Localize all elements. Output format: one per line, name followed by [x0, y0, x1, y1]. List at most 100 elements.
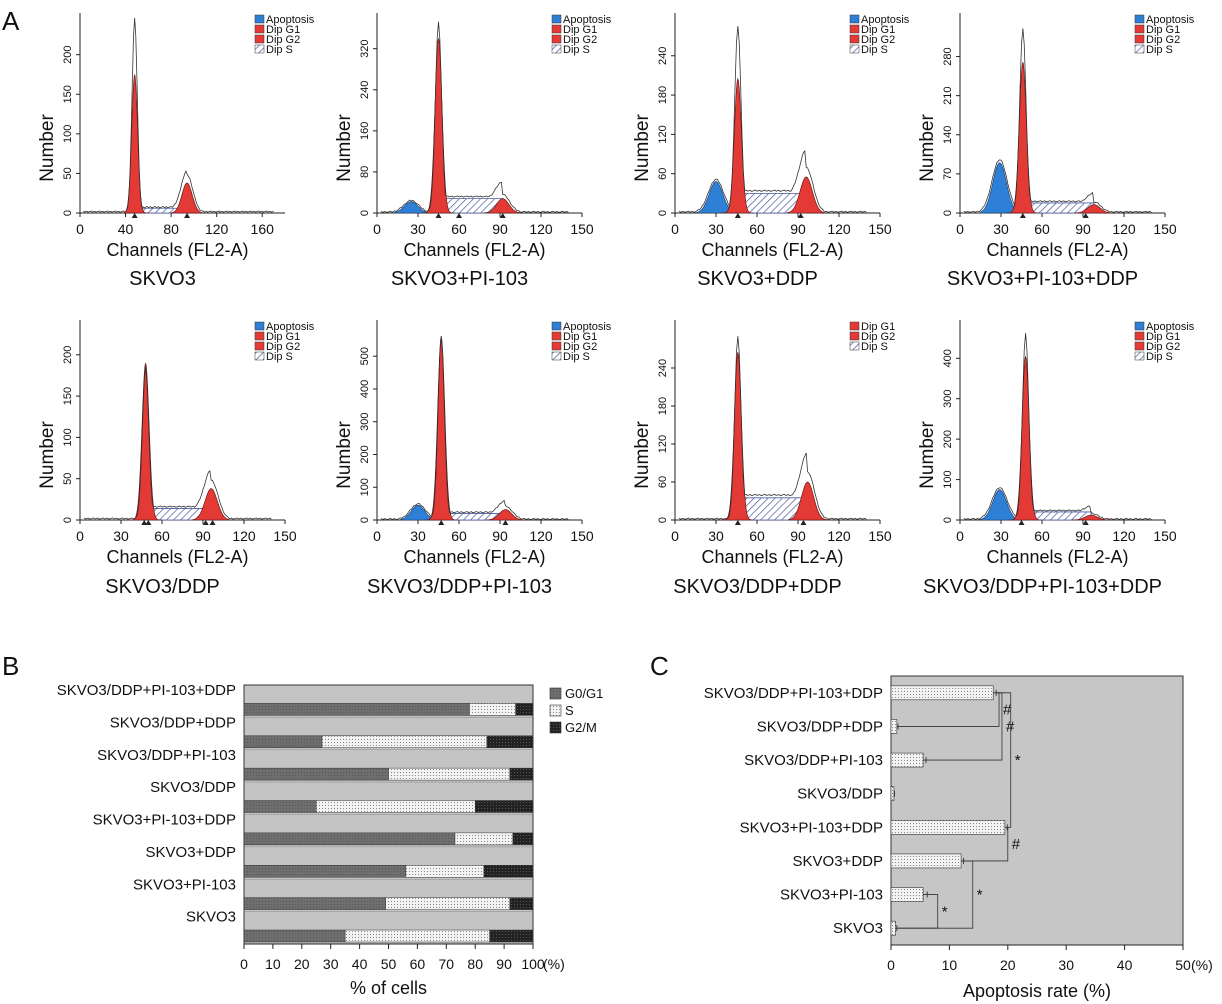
legend-label: Dip S [861, 341, 888, 353]
category-label: SKVO3/DDP+PI-103 [744, 752, 883, 769]
legend-swatch [1134, 34, 1145, 44]
y-tick-label: 100 [62, 428, 74, 446]
y-tick-label: 100 [62, 125, 74, 143]
significance-marker: * [977, 887, 983, 904]
legend-label: Apoptosis [266, 321, 315, 333]
apoptosis-peak [391, 201, 431, 214]
legend-label: Apoptosis [861, 14, 910, 26]
y-tick-label: 240 [657, 359, 669, 377]
category-label: SKVO3/DDP [150, 779, 236, 796]
apoptosis-peak [980, 162, 1020, 214]
marker-triangle [456, 213, 462, 218]
x-tick-label: 60 [451, 528, 467, 544]
histogram-3: 0 30 60 90 120 150 0 60 120 180 240 Channels (FL2-A… [632, 13, 910, 290]
y-tick-label: 300 [942, 390, 954, 408]
x-tick-label: 0 [956, 528, 964, 544]
x-tick-label: 80 [163, 221, 179, 237]
histogram-4: 0 30 60 90 120 150 0 70 140 210 280 Channels (FL2-A… [917, 13, 1195, 290]
category-label: SKVO3 [186, 909, 236, 926]
bar-segment [243, 865, 407, 878]
legend-swatch [1134, 44, 1145, 54]
marker-triangle [800, 520, 807, 525]
y-tick-label: 0 [359, 517, 371, 523]
y-tick-label: 0 [62, 210, 74, 216]
y-axis-label: Number [334, 114, 355, 182]
marker-triangle [145, 520, 152, 525]
y-tick-label: 50 [62, 167, 74, 179]
legend-label: Dip G2 [861, 331, 895, 343]
legend-swatch [551, 24, 562, 34]
legend-label: S [565, 703, 574, 718]
legend-swatch [254, 44, 265, 54]
legend-swatch [849, 341, 860, 351]
y-axis-label: Number [37, 114, 58, 182]
histogram-title: SKVO3+PI-103 [391, 268, 528, 290]
x-axis-label: Channels (FL2-A) [403, 547, 545, 567]
y-tick-label: 300 [359, 413, 371, 431]
x-tick-label: 0 [956, 221, 964, 237]
histogram-5: 0 30 60 90 120 150 0 50 100 150 200 Channels (FL2-A… [37, 320, 315, 598]
marker-triangle [734, 213, 741, 218]
bar-segment [512, 832, 534, 846]
x-tick-label: 150 [570, 221, 594, 237]
histogram-title: SKVO3/DDP+PI-103+DDP [923, 576, 1162, 598]
y-axis-label: Number [632, 421, 653, 489]
x-tick-label: 60 [1034, 221, 1050, 237]
histogram-7: 0 30 60 90 120 150 0 60 120 180 240 Channels (FL2-A… [632, 320, 895, 598]
g1-peak [128, 362, 163, 521]
x-tick-label: 50 [381, 956, 397, 972]
legend-label: Apoptosis [563, 14, 612, 26]
legend-swatch [549, 721, 562, 734]
g1-peak [721, 77, 755, 214]
x-tick-label: 150 [868, 221, 892, 237]
x-tick-label: 120 [529, 221, 553, 237]
y-tick-label: 100 [942, 470, 954, 488]
x-tick-label: 150 [570, 528, 594, 544]
bar-segment [509, 897, 534, 910]
y-tick-label: 0 [942, 210, 954, 216]
x-tick-label: 30 [410, 221, 426, 237]
legend-swatch [849, 44, 860, 54]
bar-segment [243, 800, 317, 813]
legend-label: Apoptosis [266, 14, 315, 26]
x-tick-label: 120 [205, 221, 229, 237]
legend-label: Dip G1 [1146, 24, 1180, 36]
x-tick-label: 150 [1153, 221, 1177, 237]
x-unit-label: (%) [543, 956, 565, 972]
y-tick-label: 120 [657, 435, 669, 453]
bar-segment [486, 735, 534, 748]
legend-label: Dip S [266, 44, 293, 56]
x-tick-label: 70 [439, 956, 455, 972]
marker-triangle [499, 213, 506, 218]
x-axis-label: Channels (FL2-A) [986, 240, 1128, 260]
legend-swatch [551, 14, 562, 24]
marker-triangle [202, 520, 209, 525]
bar [890, 752, 924, 768]
y-tick-label: 200 [359, 445, 371, 463]
y-tick-label: 0 [657, 517, 669, 523]
legend-swatch [551, 34, 562, 44]
bar-segment [509, 767, 534, 781]
legend-swatch [549, 704, 562, 717]
g2-peak [1071, 514, 1111, 521]
s-phase-area [1025, 511, 1092, 521]
legend-swatch [849, 331, 860, 341]
marker-triangle [502, 520, 509, 525]
x-tick-label: 160 [251, 221, 275, 237]
y-axis-label: Number [917, 114, 938, 182]
legend-swatch [254, 24, 265, 34]
y-tick-label: 210 [942, 86, 954, 104]
marker-triangle [1019, 213, 1026, 218]
legend-swatch [1134, 341, 1145, 351]
legend-label: Dip G2 [266, 341, 300, 353]
x-tick-label: 10 [265, 956, 281, 972]
legend-label: Dip S [1146, 44, 1173, 56]
s-phase-area [737, 192, 807, 214]
legend-swatch [849, 321, 860, 331]
legend-swatch [551, 44, 562, 54]
histogram-title: SKVO3 [129, 268, 196, 290]
histogram-title: SKVO3/DDP+DDP [673, 576, 841, 598]
x-tick-label: 150 [273, 528, 297, 544]
y-tick-label: 200 [62, 45, 74, 63]
